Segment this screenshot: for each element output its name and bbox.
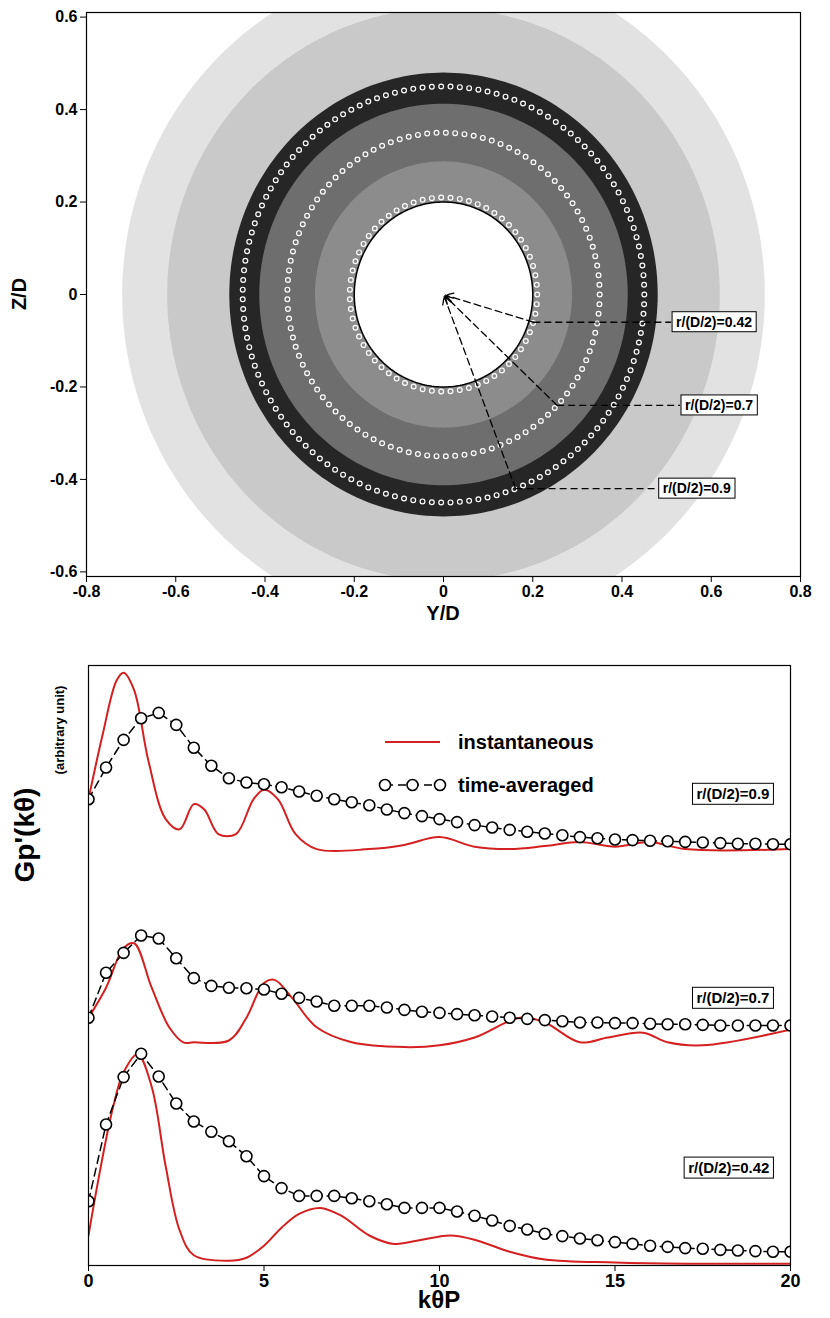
svg-text:r/(D/2)=0.9: r/(D/2)=0.9 bbox=[696, 785, 769, 802]
svg-text:-0.2: -0.2 bbox=[340, 583, 368, 600]
svg-text:0.6: 0.6 bbox=[700, 583, 722, 600]
svg-text:r/(D/2)=0.42: r/(D/2)=0.42 bbox=[676, 314, 752, 330]
svg-text:0.4: 0.4 bbox=[55, 101, 77, 118]
svg-text:instantaneous: instantaneous bbox=[458, 731, 594, 753]
svg-text:-0.4: -0.4 bbox=[50, 471, 78, 488]
svg-text:(arbitrary unit): (arbitrary unit) bbox=[52, 686, 67, 775]
svg-text:0.6: 0.6 bbox=[55, 8, 77, 25]
svg-text:r/(D/2)=0.7: r/(D/2)=0.7 bbox=[685, 397, 753, 413]
svg-text:-0.6: -0.6 bbox=[50, 563, 78, 580]
svg-text:0.2: 0.2 bbox=[522, 583, 544, 600]
svg-text:10: 10 bbox=[429, 1271, 450, 1292]
svg-text:0: 0 bbox=[439, 583, 448, 600]
svg-text:15: 15 bbox=[605, 1271, 625, 1291]
svg-text:-0.6: -0.6 bbox=[162, 583, 190, 600]
svg-text:r/(D/2)=0.42: r/(D/2)=0.42 bbox=[688, 1159, 769, 1176]
svg-text:0: 0 bbox=[69, 286, 78, 303]
svg-text:Gp'(kθ): Gp'(kθ) bbox=[9, 788, 40, 883]
svg-text:Z/D: Z/D bbox=[8, 278, 30, 310]
svg-text:-0.2: -0.2 bbox=[50, 378, 78, 395]
svg-text:0.2: 0.2 bbox=[55, 193, 77, 210]
svg-text:kθP: kθP bbox=[418, 1286, 460, 1313]
svg-text:r/(D/2)=0.9: r/(D/2)=0.9 bbox=[663, 480, 731, 496]
svg-text:r/(D/2)=0.7: r/(D/2)=0.7 bbox=[696, 989, 769, 1006]
svg-text:5: 5 bbox=[259, 1271, 269, 1291]
svg-text:0: 0 bbox=[83, 1271, 93, 1291]
svg-text:20: 20 bbox=[780, 1271, 800, 1291]
svg-text:Y/D: Y/D bbox=[426, 602, 459, 624]
svg-text:-0.4: -0.4 bbox=[251, 583, 279, 600]
svg-text:time-averaged: time-averaged bbox=[458, 774, 594, 796]
svg-text:0.8: 0.8 bbox=[789, 583, 811, 600]
svg-text:0.4: 0.4 bbox=[611, 583, 633, 600]
svg-text:-0.8: -0.8 bbox=[73, 583, 101, 600]
